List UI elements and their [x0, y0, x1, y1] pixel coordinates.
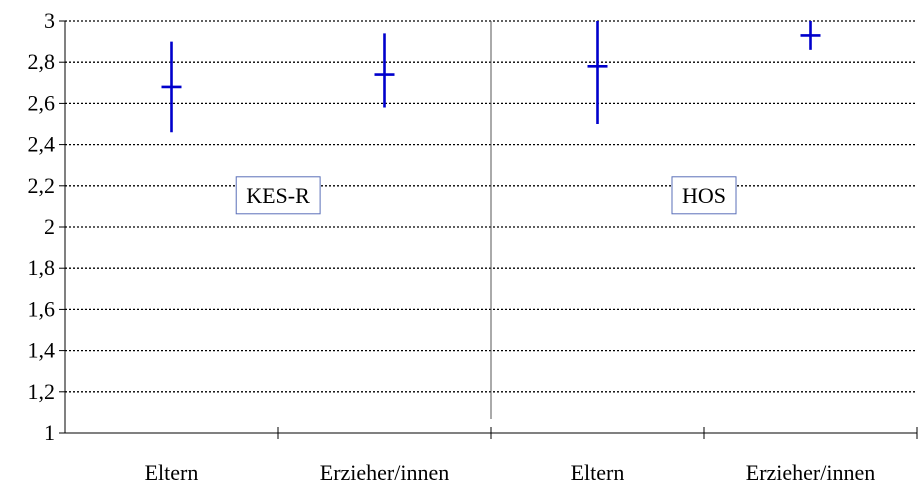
- y-tick-label: 1,8: [28, 255, 56, 280]
- group-annotation: KES-R: [235, 176, 321, 215]
- x-category-label: Eltern: [145, 460, 199, 485]
- y-tick-label: 1,6: [28, 296, 56, 321]
- annotation-label: HOS: [682, 183, 726, 208]
- y-tick-label: 1: [44, 420, 55, 445]
- group-annotation: HOS: [671, 176, 737, 215]
- x-category-label: Eltern: [571, 460, 625, 485]
- annotation-label: KES-R: [246, 183, 310, 208]
- annotations: KES-R HOS: [235, 176, 737, 215]
- y-tick-label: 2,8: [28, 49, 56, 74]
- annotation-box: [671, 176, 737, 215]
- y-tick-label: 2: [44, 214, 55, 239]
- y-tick-label: 2,6: [28, 90, 56, 115]
- x-category-label: Erzieher/innen: [320, 460, 450, 485]
- y-tick-label: 2,4: [28, 132, 56, 157]
- annotation-box: [235, 176, 321, 215]
- y-tick-label: 3: [44, 8, 55, 33]
- data-marks: [161, 21, 821, 133]
- axes: [59, 20, 918, 439]
- y-tick-label: 1,4: [28, 338, 56, 363]
- y-tick-label: 2,2: [28, 173, 56, 198]
- x-category-labels: Eltern Erzieher/innen Eltern Erzieher/innen: [145, 460, 876, 485]
- y-tick-label: 1,2: [28, 379, 56, 404]
- y-tick-labels: 1 1,2 1,4 1,6 1,8 2 2,2 2,4 2,6 2,8 3: [28, 8, 56, 445]
- x-category-label: Erzieher/innen: [746, 460, 876, 485]
